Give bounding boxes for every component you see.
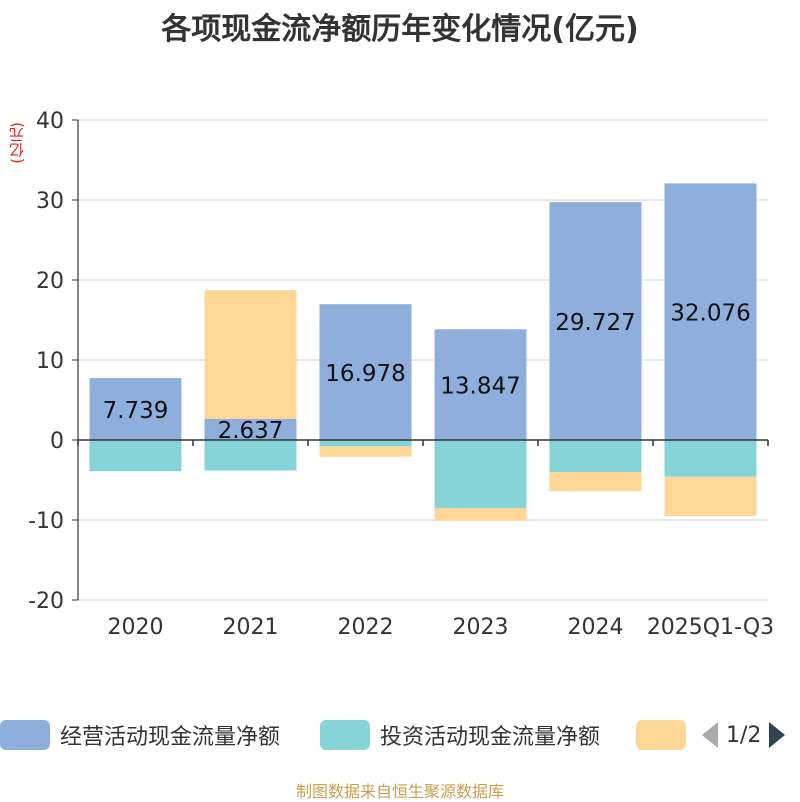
bar-financing-2024 xyxy=(549,472,642,492)
x-tick-label: 2021 xyxy=(223,615,279,640)
legend-label-operating: 经营活动现金流量净额 xyxy=(60,725,281,750)
legend-swatch-financing xyxy=(636,720,686,750)
y-tick-label: 40 xyxy=(36,109,64,134)
pager-text: 1/2 xyxy=(726,722,762,748)
bar-investing-2020 xyxy=(89,440,182,472)
stacked-bar-chart: 403020100-10-207.73920202.637202116.9782… xyxy=(28,109,774,640)
bar-financing-2023 xyxy=(434,508,527,521)
x-tick-label: 2025Q1-Q3 xyxy=(647,615,774,640)
y-tick-label: 20 xyxy=(36,269,64,294)
pager-next-icon[interactable] xyxy=(767,720,787,750)
data-label-operating: 7.739 xyxy=(103,398,169,424)
data-label-operating: 32.076 xyxy=(670,301,750,327)
bar-operating-2025Q1-Q3 xyxy=(664,183,757,440)
y-tick-label: 10 xyxy=(36,349,64,374)
legend-label-investing: 投资活动现金流量净额 xyxy=(380,725,601,750)
legend-item-financing[interactable] xyxy=(636,716,686,754)
bar-operating-2024 xyxy=(549,202,642,440)
x-tick-label: 2020 xyxy=(108,615,164,640)
data-label-operating: 13.847 xyxy=(440,374,520,400)
bar-financing-2021 xyxy=(204,290,297,419)
legend-pager: 1/2 xyxy=(700,716,800,754)
bar-operating-2022 xyxy=(319,304,412,440)
data-source-note: 制图数据来自恒生聚源数据库 xyxy=(295,782,504,801)
legend-item-operating[interactable]: 经营活动现金流量净额 xyxy=(0,716,280,754)
bar-investing-2024 xyxy=(549,440,642,472)
bar-investing-2025Q1-Q3 xyxy=(664,440,757,477)
legend-swatch-investing xyxy=(320,720,370,750)
y-tick-label: -20 xyxy=(28,589,64,614)
x-tick-label: 2024 xyxy=(568,615,624,640)
x-tick-label: 2022 xyxy=(338,615,394,640)
bar-operating-2020 xyxy=(89,378,182,440)
bar-financing-2025Q1-Q3 xyxy=(664,476,757,516)
bar-investing-2021 xyxy=(204,440,297,471)
x-tick-label: 2023 xyxy=(453,615,509,640)
bar-operating-2023 xyxy=(434,329,527,440)
bar-investing-2023 xyxy=(434,440,527,508)
data-label-operating: 29.727 xyxy=(555,310,635,336)
data-label-operating: 16.978 xyxy=(325,361,405,387)
legend-swatch-operating xyxy=(0,720,50,750)
bar-operating-2021 xyxy=(204,418,297,440)
legend-item-investing[interactable]: 投资活动现金流量净额 xyxy=(320,716,600,754)
bar-investing-2022 xyxy=(319,440,412,447)
y-tick-label: -10 xyxy=(28,509,64,534)
legend: 经营活动现金流量净额 投资活动现金流量净额 xyxy=(0,716,800,754)
pager-prev-icon[interactable] xyxy=(700,720,720,750)
bar-financing-2022 xyxy=(319,446,412,457)
y-tick-label: 0 xyxy=(50,429,64,454)
y-tick-label: 30 xyxy=(36,189,64,214)
chart-title: 各项现金流净额历年变化情况(亿元) xyxy=(161,12,639,47)
